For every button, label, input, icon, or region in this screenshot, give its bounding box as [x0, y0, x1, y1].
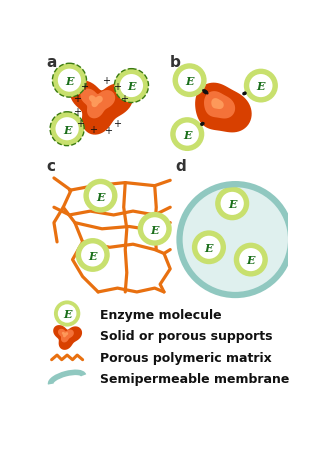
- Circle shape: [115, 69, 148, 103]
- Text: d: d: [176, 159, 186, 174]
- Text: +: +: [102, 76, 110, 86]
- Circle shape: [234, 243, 268, 277]
- Text: E: E: [63, 124, 71, 135]
- Text: c: c: [46, 159, 55, 174]
- Text: +: +: [80, 81, 88, 92]
- Text: Enzyme molecule: Enzyme molecule: [100, 308, 222, 321]
- Circle shape: [197, 236, 220, 259]
- Text: +: +: [114, 118, 122, 128]
- Circle shape: [58, 69, 81, 92]
- Circle shape: [54, 301, 80, 327]
- Circle shape: [81, 244, 104, 267]
- Text: Solid or porous supports: Solid or porous supports: [100, 330, 273, 343]
- Circle shape: [170, 118, 204, 152]
- Text: E: E: [96, 191, 105, 202]
- Text: E: E: [88, 250, 97, 261]
- Circle shape: [89, 185, 112, 208]
- Text: b: b: [170, 55, 181, 69]
- Circle shape: [192, 231, 226, 265]
- Text: E: E: [185, 76, 194, 87]
- Circle shape: [176, 123, 199, 146]
- Polygon shape: [53, 325, 82, 350]
- Circle shape: [55, 118, 79, 141]
- Text: +: +: [120, 94, 128, 104]
- Polygon shape: [204, 92, 235, 119]
- Text: E: E: [246, 255, 255, 266]
- Text: +: +: [114, 81, 122, 92]
- Circle shape: [138, 212, 172, 246]
- Circle shape: [172, 64, 207, 98]
- Circle shape: [50, 112, 84, 146]
- Text: E: E: [150, 224, 159, 235]
- Circle shape: [239, 249, 262, 272]
- Text: E: E: [63, 308, 71, 320]
- Circle shape: [178, 69, 201, 92]
- Circle shape: [84, 179, 117, 213]
- Circle shape: [215, 187, 249, 221]
- Text: E: E: [127, 81, 136, 92]
- Text: a: a: [46, 55, 57, 69]
- Polygon shape: [195, 83, 252, 133]
- Circle shape: [180, 185, 291, 295]
- Circle shape: [220, 193, 244, 216]
- Text: E: E: [205, 243, 213, 253]
- Polygon shape: [211, 99, 224, 110]
- Circle shape: [76, 239, 110, 272]
- Polygon shape: [80, 89, 115, 119]
- Text: +: +: [89, 124, 97, 134]
- Text: E: E: [65, 76, 74, 87]
- Text: +: +: [73, 107, 81, 117]
- Circle shape: [244, 69, 278, 103]
- Circle shape: [52, 64, 86, 98]
- Text: +: +: [104, 126, 112, 136]
- Text: Semipermeable membrane: Semipermeable membrane: [100, 373, 290, 386]
- Text: +: +: [73, 94, 81, 104]
- Circle shape: [58, 304, 76, 323]
- Text: E: E: [183, 130, 191, 141]
- Text: +: +: [76, 118, 84, 128]
- Text: Porous polymeric matrix: Porous polymeric matrix: [100, 351, 272, 364]
- Polygon shape: [62, 332, 68, 337]
- Circle shape: [120, 75, 143, 98]
- Circle shape: [249, 75, 273, 98]
- Polygon shape: [89, 96, 103, 108]
- Polygon shape: [70, 81, 133, 135]
- Polygon shape: [58, 329, 74, 343]
- Text: E: E: [257, 81, 265, 92]
- Circle shape: [143, 218, 166, 241]
- Text: E: E: [228, 199, 236, 210]
